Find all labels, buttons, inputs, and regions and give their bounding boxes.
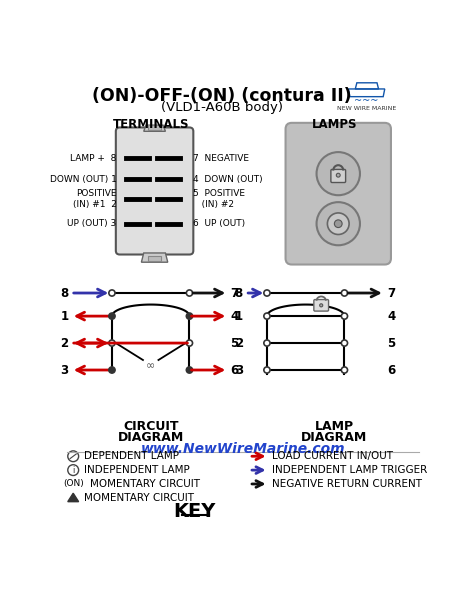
Circle shape [186, 367, 192, 373]
Text: ~~~: ~~~ [354, 96, 378, 105]
Circle shape [334, 220, 342, 227]
Circle shape [186, 290, 192, 296]
Circle shape [109, 340, 115, 346]
Text: 1: 1 [60, 310, 69, 322]
Text: DEPENDENT LAMP: DEPENDENT LAMP [84, 451, 179, 461]
Circle shape [264, 340, 270, 346]
Circle shape [317, 152, 360, 195]
Text: 4: 4 [230, 310, 239, 322]
Circle shape [319, 304, 323, 307]
Text: DOWN (OUT) 1: DOWN (OUT) 1 [50, 175, 117, 183]
Circle shape [328, 213, 349, 235]
Text: LAMP +  8: LAMP + 8 [70, 154, 117, 163]
Text: 7: 7 [230, 286, 238, 300]
Text: 4: 4 [387, 310, 395, 322]
Circle shape [337, 173, 340, 177]
Text: 6  UP (OUT): 6 UP (OUT) [192, 219, 245, 228]
Text: INDEPENDENT LAMP: INDEPENDENT LAMP [84, 465, 190, 475]
Text: MOMENTARY CIRCUIT: MOMENTARY CIRCUIT [84, 493, 194, 503]
Text: KEY: KEY [173, 501, 216, 520]
FancyBboxPatch shape [116, 128, 193, 254]
Text: 5: 5 [230, 337, 239, 349]
Text: 8: 8 [60, 286, 69, 300]
Bar [148, 256, 161, 261]
Circle shape [341, 340, 347, 346]
Text: 5: 5 [387, 337, 395, 349]
Circle shape [317, 202, 360, 245]
Circle shape [109, 313, 115, 319]
Text: UP (OUT) 3: UP (OUT) 3 [67, 219, 117, 228]
Circle shape [264, 313, 270, 319]
Text: INDEPENDENT LAMP TRIGGER: INDEPENDENT LAMP TRIGGER [273, 465, 428, 475]
Text: 6: 6 [230, 364, 239, 376]
Text: TERMINALS: TERMINALS [112, 118, 189, 131]
Text: (ON): (ON) [63, 479, 83, 489]
Polygon shape [68, 493, 79, 501]
Text: 1: 1 [235, 310, 243, 322]
Text: 2: 2 [60, 337, 69, 349]
Text: 4  DOWN (OUT): 4 DOWN (OUT) [192, 175, 262, 183]
FancyBboxPatch shape [314, 300, 328, 311]
Text: 2: 2 [235, 337, 243, 349]
Circle shape [109, 290, 115, 296]
FancyBboxPatch shape [331, 169, 346, 183]
Text: 6: 6 [387, 364, 395, 376]
Text: DIAGRAM: DIAGRAM [118, 431, 184, 444]
Circle shape [109, 367, 115, 373]
Text: LOAD CURRENT IN/OUT: LOAD CURRENT IN/OUT [273, 451, 393, 461]
Circle shape [341, 367, 347, 373]
Text: 3: 3 [235, 364, 243, 376]
Text: (ON)-OFF-(ON) (contura II): (ON)-OFF-(ON) (contura II) [92, 88, 352, 105]
Circle shape [186, 340, 192, 346]
Text: POSITIVE
(IN) #1  2: POSITIVE (IN) #1 2 [73, 189, 117, 209]
Circle shape [264, 367, 270, 373]
Circle shape [186, 313, 192, 319]
Text: LAMPS: LAMPS [311, 118, 357, 131]
Text: i: i [72, 466, 74, 474]
Polygon shape [144, 125, 165, 131]
Circle shape [341, 313, 347, 319]
Text: CIRCUIT: CIRCUIT [123, 420, 178, 433]
Text: 7: 7 [387, 286, 395, 300]
Bar [148, 125, 161, 130]
Text: DIAGRAM: DIAGRAM [301, 431, 367, 444]
Polygon shape [141, 253, 168, 262]
Text: MOMENTARY CIRCUIT: MOMENTARY CIRCUIT [90, 479, 200, 489]
Circle shape [341, 290, 347, 296]
Text: 7  NEGATIVE: 7 NEGATIVE [192, 154, 248, 163]
Text: ∞: ∞ [146, 362, 155, 371]
Text: (VLD1-A60B body): (VLD1-A60B body) [161, 101, 283, 114]
Text: 5  POSITIVE
   (IN) #2: 5 POSITIVE (IN) #2 [192, 189, 245, 209]
Circle shape [68, 465, 79, 476]
Text: 8: 8 [235, 286, 243, 300]
Circle shape [68, 451, 79, 462]
Circle shape [264, 290, 270, 296]
Text: NEGATIVE RETURN CURRENT: NEGATIVE RETURN CURRENT [273, 479, 422, 489]
Text: NEW WIRE MARINE: NEW WIRE MARINE [337, 106, 396, 111]
Text: www.NewWireMarine.com: www.NewWireMarine.com [141, 441, 345, 455]
Text: 3: 3 [60, 364, 69, 376]
FancyBboxPatch shape [285, 123, 391, 265]
Text: LAMP: LAMP [315, 420, 354, 433]
